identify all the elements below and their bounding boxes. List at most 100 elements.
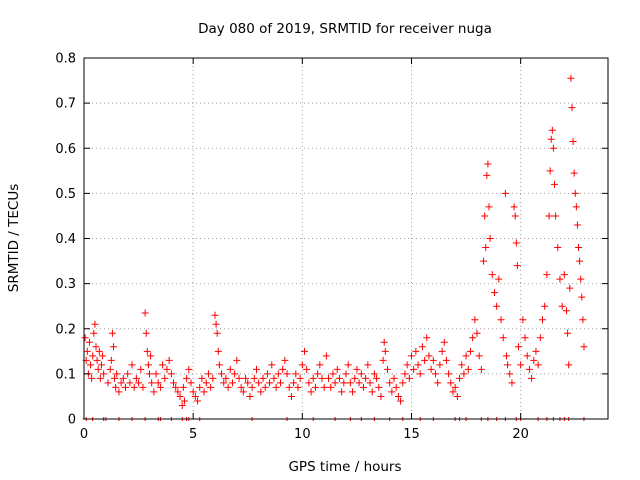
- data-point: [495, 275, 503, 283]
- data-point: [556, 275, 564, 283]
- x-tick-label: 0: [80, 427, 88, 442]
- data-point: [421, 356, 429, 364]
- data-point: [471, 316, 479, 324]
- data-point: [497, 316, 505, 324]
- data-point: [196, 383, 204, 391]
- data-point: [370, 370, 378, 378]
- data-point: [438, 347, 446, 355]
- data-point: [132, 374, 140, 382]
- data-point: [204, 370, 212, 378]
- data-point: [427, 365, 435, 373]
- data-point: [488, 271, 496, 279]
- data-point: [338, 388, 346, 396]
- data-point: [546, 167, 554, 175]
- data-point: [170, 379, 178, 387]
- data-point: [481, 212, 489, 220]
- data-point: [178, 401, 186, 409]
- data-point: [112, 383, 120, 391]
- data-point: [377, 392, 385, 400]
- data-point: [579, 316, 587, 324]
- data-point: [456, 374, 464, 382]
- data-point: [292, 370, 300, 378]
- data-point: [311, 383, 319, 391]
- data-point: [95, 347, 103, 355]
- data-point: [296, 374, 304, 382]
- data-point: [314, 370, 322, 378]
- data-point: [381, 347, 389, 355]
- data-point: [83, 347, 91, 355]
- data-point: [340, 379, 348, 387]
- data-point: [194, 397, 202, 405]
- data-point: [451, 383, 459, 391]
- data-point: [414, 361, 422, 369]
- data-point: [575, 244, 583, 252]
- data-point: [99, 352, 107, 360]
- data-point: [410, 365, 418, 373]
- data-point: [570, 169, 578, 177]
- y-tick-label: 0: [68, 413, 76, 428]
- data-point: [453, 392, 461, 400]
- data-point: [549, 144, 557, 152]
- data-point: [246, 392, 254, 400]
- data-point: [237, 383, 245, 391]
- data-point: [309, 374, 317, 382]
- x-axis-label: GPS time / hours: [288, 459, 401, 475]
- data-point: [554, 244, 562, 252]
- data-point: [523, 352, 531, 360]
- data-point: [447, 379, 455, 387]
- data-point: [152, 370, 160, 378]
- data-point: [233, 356, 241, 364]
- data-point: [180, 397, 188, 405]
- data-point: [126, 379, 134, 387]
- data-point: [541, 302, 549, 310]
- data-point: [440, 338, 448, 346]
- data-point: [403, 361, 411, 369]
- data-point: [266, 379, 274, 387]
- data-point: [139, 383, 147, 391]
- data-point: [130, 383, 138, 391]
- y-tick-label: 0.4: [55, 232, 76, 247]
- data-point: [572, 203, 580, 211]
- data-point: [191, 392, 199, 400]
- data-point: [318, 374, 326, 382]
- data-point: [252, 365, 260, 373]
- data-point: [560, 271, 568, 279]
- data-point: [257, 388, 265, 396]
- data-point: [268, 361, 276, 369]
- data-point: [534, 361, 542, 369]
- data-point: [532, 347, 540, 355]
- data-point: [462, 352, 470, 360]
- data-point: [386, 379, 394, 387]
- data-point: [161, 374, 169, 382]
- data-point: [508, 379, 516, 387]
- data-point: [567, 74, 575, 82]
- data-point: [224, 383, 232, 391]
- data-point: [214, 347, 222, 355]
- y-tick-label: 0.8: [55, 52, 76, 67]
- data-point: [285, 383, 293, 391]
- data-point: [207, 383, 215, 391]
- data-point: [373, 374, 381, 382]
- data-point: [344, 361, 352, 369]
- data-point: [91, 320, 99, 328]
- data-point: [502, 352, 510, 360]
- data-point: [316, 361, 324, 369]
- data-point: [569, 137, 577, 145]
- data-point: [93, 356, 101, 364]
- data-point: [301, 347, 309, 355]
- data-point: [159, 361, 167, 369]
- data-point: [525, 365, 533, 373]
- data-point: [88, 374, 96, 382]
- data-point: [146, 370, 153, 378]
- data-point: [250, 374, 258, 382]
- data-point: [511, 212, 519, 220]
- x-tick-label: 15: [403, 427, 420, 442]
- data-point: [528, 374, 536, 382]
- data-point: [121, 383, 129, 391]
- data-point: [432, 370, 440, 378]
- data-point: [327, 383, 335, 391]
- data-point: [501, 189, 509, 197]
- data-point: [565, 361, 573, 369]
- data-point: [215, 361, 223, 369]
- data-point: [244, 379, 252, 387]
